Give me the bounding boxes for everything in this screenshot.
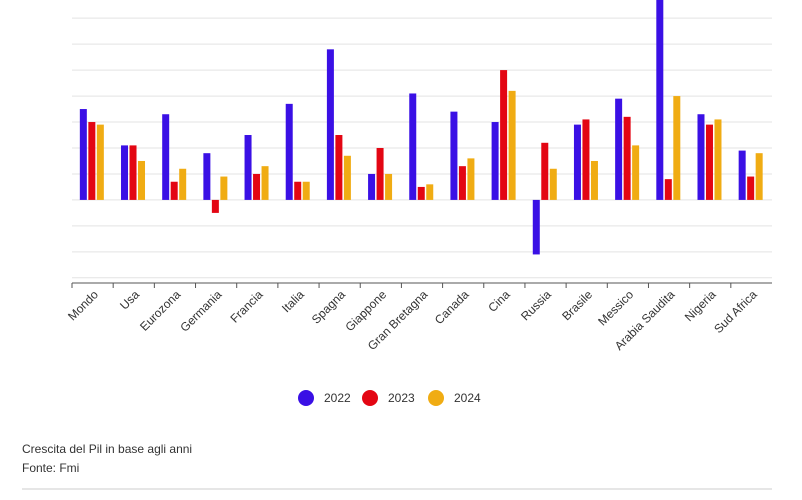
bar	[335, 135, 343, 200]
bar	[96, 124, 104, 200]
x-tick-label: Canada	[432, 287, 472, 327]
bar	[417, 186, 425, 200]
x-tick-label: Brasile	[559, 287, 595, 323]
bar	[467, 158, 475, 200]
x-tick-label: Usa	[117, 287, 142, 312]
bar	[203, 153, 211, 200]
bar	[326, 49, 334, 200]
bar	[755, 153, 763, 200]
x-tick-label: Cina	[485, 287, 513, 315]
bar	[385, 173, 393, 200]
bar	[656, 0, 664, 200]
bar	[582, 119, 590, 200]
x-tick-label: Germania	[177, 287, 224, 334]
x-tick-label: Messico	[595, 287, 636, 328]
x-tick-label: Eurozona	[137, 287, 183, 333]
bar	[747, 176, 755, 200]
bar	[244, 135, 252, 200]
bar	[253, 173, 261, 200]
x-tick-label: Spagna	[309, 287, 348, 326]
bar	[458, 166, 466, 200]
legend-swatch	[428, 390, 444, 406]
bar	[714, 119, 722, 200]
bar	[549, 168, 557, 200]
bar	[220, 176, 228, 200]
bar	[450, 111, 458, 200]
bar	[211, 199, 219, 213]
legend-label: 2023	[388, 391, 415, 405]
bar	[261, 166, 269, 200]
legend-swatch	[298, 390, 314, 406]
bar	[79, 109, 87, 200]
bar	[368, 173, 376, 200]
bar	[88, 122, 96, 200]
bar	[697, 114, 705, 200]
x-tick-label: Sud Africa	[711, 287, 760, 336]
bar	[409, 93, 417, 200]
x-tick-label: Russia	[518, 287, 554, 323]
source: Fonte: Fmi	[22, 461, 79, 475]
bar	[138, 160, 146, 200]
bar	[705, 124, 713, 200]
bar	[294, 181, 302, 200]
bar	[426, 184, 434, 200]
bar	[170, 181, 178, 200]
x-tick-label: Francia	[227, 287, 265, 325]
bar	[673, 96, 681, 200]
bar	[632, 145, 640, 200]
bar	[664, 179, 672, 200]
legend-swatch	[362, 390, 378, 406]
bar	[590, 160, 598, 200]
bar	[285, 103, 293, 200]
bar	[302, 181, 310, 200]
bar	[508, 90, 516, 200]
x-tick-label: Mondo	[65, 287, 101, 323]
bar	[623, 116, 631, 200]
caption: Crescita del Pil in base agli anni	[22, 442, 192, 456]
bar	[738, 150, 746, 200]
bar	[162, 114, 170, 200]
bar	[179, 168, 187, 200]
bar	[121, 145, 129, 200]
bar	[615, 98, 623, 200]
x-tick-label: Italia	[279, 287, 307, 315]
bar	[541, 142, 549, 200]
bar	[129, 145, 137, 200]
legend-label: 2022	[324, 391, 351, 405]
bar	[491, 122, 499, 200]
bar	[376, 147, 384, 200]
bar	[500, 70, 508, 200]
x-tick-label: Nigeria	[682, 287, 719, 324]
bar	[532, 199, 540, 255]
bar	[573, 124, 581, 200]
bar	[343, 155, 351, 200]
legend-label: 2024	[454, 391, 481, 405]
